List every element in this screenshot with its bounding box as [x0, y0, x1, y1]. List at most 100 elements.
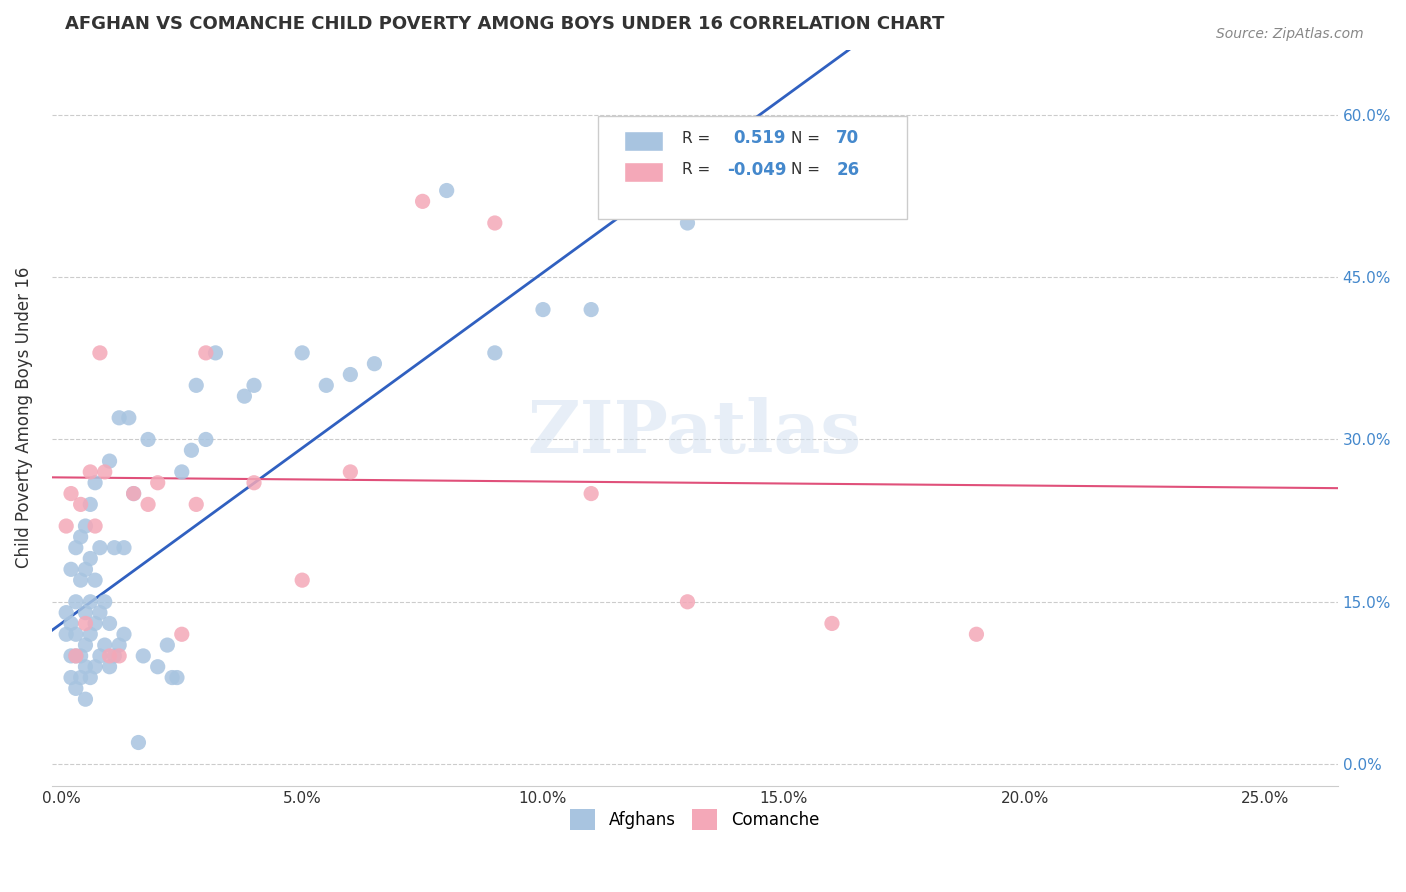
Point — [79, 627, 101, 641]
Point — [436, 184, 458, 198]
Point — [243, 475, 266, 490]
Point — [821, 616, 844, 631]
Point — [146, 659, 169, 673]
Point — [60, 486, 83, 500]
Point — [118, 410, 141, 425]
Point — [75, 616, 97, 631]
Point — [166, 671, 188, 685]
FancyBboxPatch shape — [624, 161, 662, 182]
Point — [89, 606, 111, 620]
Point — [112, 627, 135, 641]
Point — [89, 648, 111, 663]
Point — [69, 573, 91, 587]
Point — [339, 368, 361, 382]
Point — [484, 216, 506, 230]
Text: AFGHAN VS COMANCHE CHILD POVERTY AMONG BOYS UNDER 16 CORRELATION CHART: AFGHAN VS COMANCHE CHILD POVERTY AMONG B… — [65, 15, 943, 33]
Point — [186, 497, 208, 511]
Point — [676, 595, 699, 609]
Point — [108, 648, 131, 663]
Point — [75, 606, 97, 620]
Point — [60, 648, 83, 663]
Point — [291, 346, 314, 360]
Point — [65, 541, 87, 555]
Text: 70: 70 — [837, 129, 859, 147]
Point — [79, 551, 101, 566]
Point — [65, 648, 87, 663]
Point — [84, 475, 107, 490]
Point — [98, 648, 121, 663]
Point — [60, 616, 83, 631]
Point — [55, 519, 77, 533]
Point — [315, 378, 337, 392]
Point — [60, 562, 83, 576]
Point — [160, 671, 183, 685]
Point — [156, 638, 179, 652]
Point — [75, 692, 97, 706]
Point — [69, 497, 91, 511]
Point — [89, 346, 111, 360]
Point — [186, 378, 208, 392]
Point — [170, 465, 193, 479]
Point — [103, 541, 125, 555]
Point — [84, 573, 107, 587]
Point — [122, 486, 145, 500]
Point — [69, 671, 91, 685]
Point — [291, 573, 314, 587]
Point — [79, 497, 101, 511]
Point — [79, 595, 101, 609]
Point — [84, 616, 107, 631]
Point — [233, 389, 256, 403]
Legend: Afghans, Comanche: Afghans, Comanche — [564, 803, 825, 837]
Point — [339, 465, 361, 479]
Text: R =: R = — [682, 162, 716, 178]
Text: R =: R = — [682, 130, 716, 145]
Point — [65, 648, 87, 663]
Point — [136, 497, 159, 511]
FancyBboxPatch shape — [624, 131, 662, 152]
Point — [65, 595, 87, 609]
Point — [75, 562, 97, 576]
Point — [55, 627, 77, 641]
Point — [93, 465, 115, 479]
Point — [484, 346, 506, 360]
Text: -0.049: -0.049 — [727, 161, 786, 178]
Point — [69, 648, 91, 663]
Point — [69, 530, 91, 544]
Point — [75, 659, 97, 673]
Point — [60, 671, 83, 685]
Point — [55, 606, 77, 620]
Point — [965, 627, 987, 641]
Point — [65, 681, 87, 696]
Point — [146, 475, 169, 490]
Point — [180, 443, 202, 458]
Text: Source: ZipAtlas.com: Source: ZipAtlas.com — [1216, 27, 1364, 41]
Point — [122, 486, 145, 500]
Point — [98, 454, 121, 468]
Point — [127, 735, 149, 749]
Point — [108, 410, 131, 425]
Point — [103, 648, 125, 663]
Point — [531, 302, 554, 317]
FancyBboxPatch shape — [598, 116, 907, 219]
Point — [65, 627, 87, 641]
Point — [579, 302, 602, 317]
Y-axis label: Child Poverty Among Boys Under 16: Child Poverty Among Boys Under 16 — [15, 267, 32, 568]
Point — [98, 659, 121, 673]
Text: 0.519: 0.519 — [734, 129, 786, 147]
Point — [79, 465, 101, 479]
Point — [363, 357, 385, 371]
Point — [98, 616, 121, 631]
Text: 26: 26 — [837, 161, 859, 178]
Point — [132, 648, 155, 663]
Point — [89, 541, 111, 555]
Text: N =: N = — [792, 130, 825, 145]
Point — [136, 433, 159, 447]
Point — [194, 346, 217, 360]
Point — [676, 216, 699, 230]
Point — [79, 671, 101, 685]
Point — [170, 627, 193, 641]
Point — [112, 541, 135, 555]
Point — [579, 486, 602, 500]
Point — [243, 378, 266, 392]
Point — [748, 129, 770, 144]
